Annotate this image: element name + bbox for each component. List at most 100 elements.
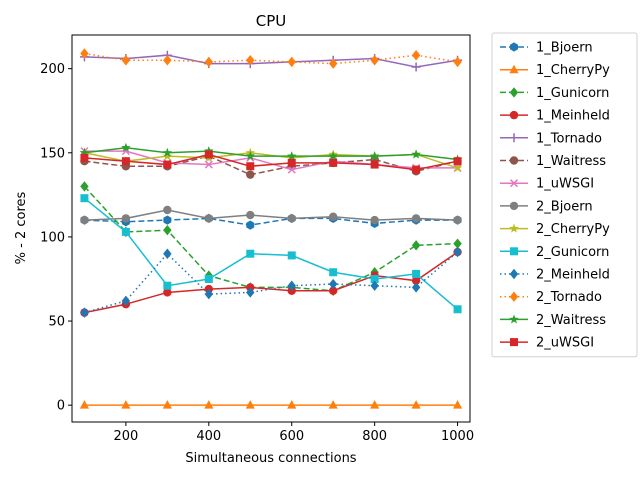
data-point-2_Gunicorn	[163, 281, 172, 290]
data-point-2_uWSGI	[329, 158, 338, 167]
legend-marker	[509, 156, 519, 165]
data-point-1_Meinheld	[163, 288, 172, 297]
data-point-2_Waitress	[121, 142, 131, 152]
data-point-1_CherryPy	[287, 400, 297, 409]
data-point-2_Waitress	[411, 149, 421, 159]
series-line-2_Waitress	[84, 146, 458, 161]
legend-marker	[509, 314, 519, 324]
data-point-2_uWSGI	[204, 150, 213, 159]
data-point-2_uWSGI	[453, 157, 462, 166]
data-point-1_CherryPy	[370, 400, 380, 409]
y-tick-label: 100	[40, 230, 65, 245]
series-line-1_Waitress	[84, 155, 458, 176]
data-point-2_Tornado	[204, 56, 214, 68]
data-point-1_CherryPy	[452, 400, 463, 409]
series-line-2_uWSGI	[84, 153, 458, 171]
data-point-2_Gunicorn	[287, 251, 296, 260]
x-tick-label: 200	[113, 429, 138, 444]
legend-marker	[509, 133, 519, 143]
data-point-2_Tornado	[246, 55, 255, 66]
series-line-1_Meinheld	[84, 251, 458, 314]
data-point-2_CherryPy	[452, 162, 463, 172]
series-line-2_Gunicorn	[83, 197, 459, 310]
data-point-2_Gunicorn	[453, 305, 462, 314]
data-point-1_CherryPy	[328, 400, 338, 409]
data-point-2_Tornado	[328, 58, 338, 69]
data-point-2_Meinheld	[246, 287, 255, 298]
plot-frame	[71, 34, 471, 423]
data-point-2_uWSGI	[163, 160, 172, 169]
data-point-2_Bjoern	[411, 214, 421, 223]
series-line-2_Tornado	[84, 52, 458, 65]
data-point-2_Tornado	[287, 56, 296, 68]
data-point-2_Gunicorn	[412, 269, 421, 278]
legend-entry-1_Tornado: 1_Tornado	[500, 131, 602, 146]
chart-title: CPU	[256, 12, 287, 30]
legend-entry-1_CherryPy: 1_CherryPy	[500, 63, 610, 78]
data-point-2_Tornado	[121, 55, 131, 66]
y-tick-label: 50	[48, 315, 65, 330]
legend-label: 2_Waitress	[536, 313, 606, 328]
legend-label: 2_Tornado	[536, 290, 602, 305]
data-point-1_CherryPy	[204, 400, 214, 409]
legend-label: 1_CherryPy	[536, 63, 610, 78]
legend-entry-2_Waitress: 2_Waitress	[500, 313, 606, 328]
data-point-2_Gunicorn	[121, 227, 130, 236]
data-point-1_uWSGI	[204, 160, 213, 169]
legend-marker	[509, 87, 519, 98]
series-2_uWSGI	[80, 150, 462, 174]
data-point-2_Bjoern	[370, 215, 379, 225]
data-point-2_uWSGI	[246, 162, 255, 171]
data-point-2_Bjoern	[80, 215, 89, 225]
data-point-2_Bjoern	[246, 210, 255, 220]
legend-frame	[491, 32, 638, 358]
data-point-2_Bjoern	[328, 212, 338, 221]
data-point-2_Gunicorn	[370, 274, 379, 283]
data-point-2_Gunicorn	[80, 194, 89, 203]
legend-entry-1_Waitress: 1_Waitress	[500, 154, 606, 169]
legend-label: 2_CherryPy	[536, 222, 610, 237]
x-tick-label: 1000	[441, 429, 474, 444]
legend-marker	[509, 201, 519, 211]
legend-marker	[510, 247, 518, 256]
data-point-2_Tornado	[411, 49, 421, 61]
legend-entry-2_CherryPy: 2_CherryPy	[500, 222, 610, 237]
data-point-2_Meinheld	[121, 295, 131, 307]
data-point-2_Bjoern	[121, 214, 131, 223]
data-point-2_Gunicorn	[329, 268, 338, 277]
x-tick-label: 400	[196, 429, 221, 444]
legend-marker	[509, 64, 519, 74]
legend-marker	[510, 42, 518, 52]
y-axis-label: % - 2 cores	[14, 191, 29, 264]
data-point-2_Tornado	[370, 55, 379, 66]
data-point-2_Gunicorn	[246, 249, 255, 258]
data-point-2_Waitress	[328, 151, 338, 161]
legend-label: 1_Gunicorn	[536, 86, 609, 101]
legend-marker	[509, 110, 519, 120]
data-point-2_Meinheld	[370, 280, 379, 291]
series-1_Meinheld	[80, 247, 462, 317]
legend-label: 2_uWSGI	[536, 336, 594, 351]
data-point-2_Meinheld	[328, 278, 338, 290]
series-line-2_Meinheld	[84, 251, 459, 314]
data-point-1_Gunicorn	[453, 238, 462, 249]
data-point-1_CherryPy	[411, 400, 421, 409]
data-point-2_Waitress	[286, 151, 297, 161]
data-point-2_Bjoern	[287, 214, 296, 223]
series-2_Tornado	[80, 48, 462, 69]
legend-entry-2_Bjoern: 2_Bjoern	[500, 199, 593, 214]
series-line-2_Bjoern	[84, 209, 458, 221]
data-point-2_Tornado	[453, 56, 462, 68]
data-point-2_Waitress	[79, 147, 90, 157]
legend-marker	[509, 268, 519, 280]
data-point-1_uWSGI	[287, 165, 296, 174]
legend-label: 2_Gunicorn	[536, 245, 609, 260]
series-line-1_Tornado	[84, 54, 458, 68]
data-point-2_Meinheld	[163, 248, 172, 259]
series-1_CherryPy	[79, 400, 463, 409]
legend-label: 2_Bjoern	[536, 199, 593, 214]
legend-label: 1_Waitress	[536, 154, 606, 169]
legend-label: 1_Tornado	[536, 131, 602, 146]
data-point-1_Tornado	[411, 62, 421, 72]
